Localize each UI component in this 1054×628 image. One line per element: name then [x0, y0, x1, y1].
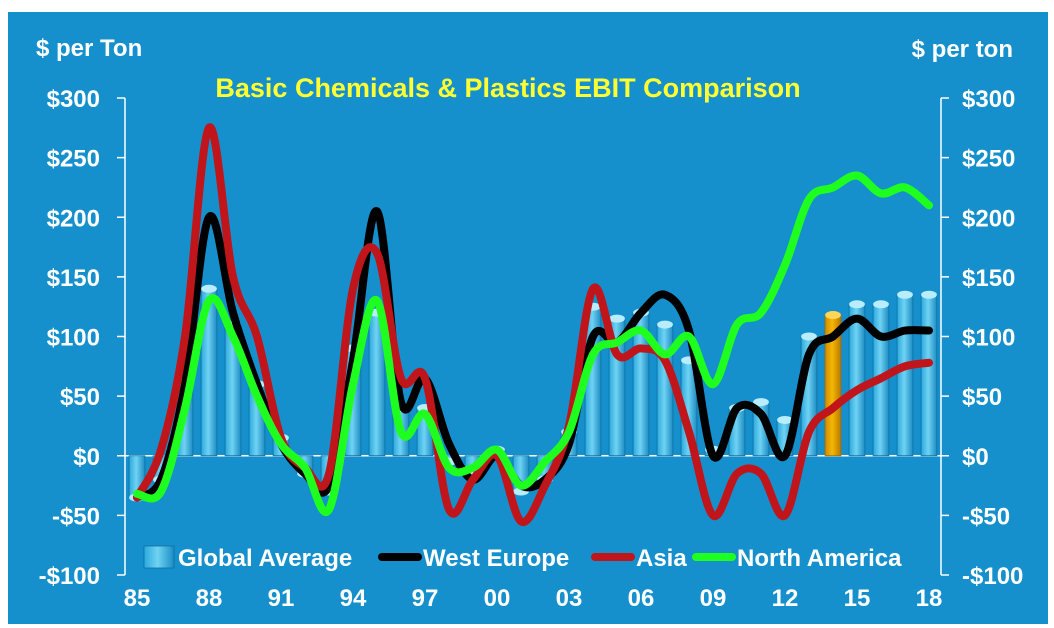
x-tick-label: 00: [484, 585, 511, 612]
left-axis-title: $ per Ton: [36, 35, 142, 62]
bar-cap: [801, 332, 817, 341]
bar: [656, 324, 674, 457]
y-tick-label-right: -$100: [962, 563, 1023, 590]
y-tick-label-left: $0: [73, 444, 100, 471]
x-tick-label: 15: [844, 585, 871, 612]
y-tick-label-right: $50: [962, 384, 1002, 411]
y-tick-label-left: -$50: [52, 503, 100, 530]
bar-cap: [777, 415, 793, 424]
series-line-asia: [133, 123, 933, 526]
x-tick-label: 94: [340, 585, 367, 612]
x-tick-label: 12: [772, 585, 799, 612]
x-tick-label: 09: [700, 585, 727, 612]
bar-cap: [873, 300, 889, 309]
y-tick-label-right: $250: [962, 146, 1015, 173]
y-tick-label-left: $150: [47, 265, 100, 292]
series-line-north-america: [133, 171, 933, 517]
legend: Global Average West Europe Asia North Ameri…: [143, 545, 902, 572]
bar-cap: [825, 311, 841, 320]
x-tick-label: 06: [628, 585, 655, 612]
bar-cap: [921, 290, 937, 299]
bar-cap: [657, 320, 673, 329]
y-tick-label-left: $200: [47, 205, 100, 232]
right-axis-title: $ per ton: [912, 36, 1013, 63]
y-tick-label-left: $50: [60, 384, 100, 411]
y-tick-label-left: -$100: [39, 563, 100, 590]
x-tick-label: 97: [412, 585, 439, 612]
legend-label-asia: Asia: [636, 545, 687, 572]
y-tick-label-left: $250: [47, 146, 100, 173]
y-tick-label-left: $300: [47, 86, 100, 113]
bar-cap: [849, 300, 865, 309]
y-tick-label-right: $200: [962, 205, 1015, 232]
legend-label-global-average: Global Average: [178, 545, 352, 572]
x-tick-label: 03: [556, 585, 583, 612]
y-tick-label-right: $0: [962, 444, 989, 471]
y-tick-label-right: $150: [962, 265, 1015, 292]
bar-cap: [897, 290, 913, 299]
x-axis-ticks: 85 88 91 94 97 00 03 06 09 12 15 18: [124, 585, 943, 612]
bar: [848, 303, 866, 457]
x-tick-label: 85: [124, 585, 151, 612]
y-tick-label-right: -$50: [962, 503, 1010, 530]
bar-cap: [201, 284, 217, 293]
x-tick-label: 91: [268, 585, 295, 612]
y-tick-label-right: $100: [962, 325, 1015, 352]
y-tick-label-left: $100: [47, 325, 100, 352]
x-tick-label: 18: [916, 585, 943, 612]
legend-swatch-global-average: [143, 545, 175, 569]
bar: [920, 294, 938, 457]
legend-label-north-america: North America: [737, 545, 902, 572]
bar: [896, 294, 914, 457]
x-tick-label: 88: [196, 585, 223, 612]
bar-cap: [753, 398, 769, 407]
y-tick-label-right: $300: [962, 86, 1015, 113]
chart-title: Basic Chemicals & Plastics EBIT Comparis…: [215, 73, 800, 103]
legend-label-west-europe: West Europe: [423, 545, 569, 572]
bar-cap: [609, 314, 625, 323]
lines: [133, 123, 933, 526]
